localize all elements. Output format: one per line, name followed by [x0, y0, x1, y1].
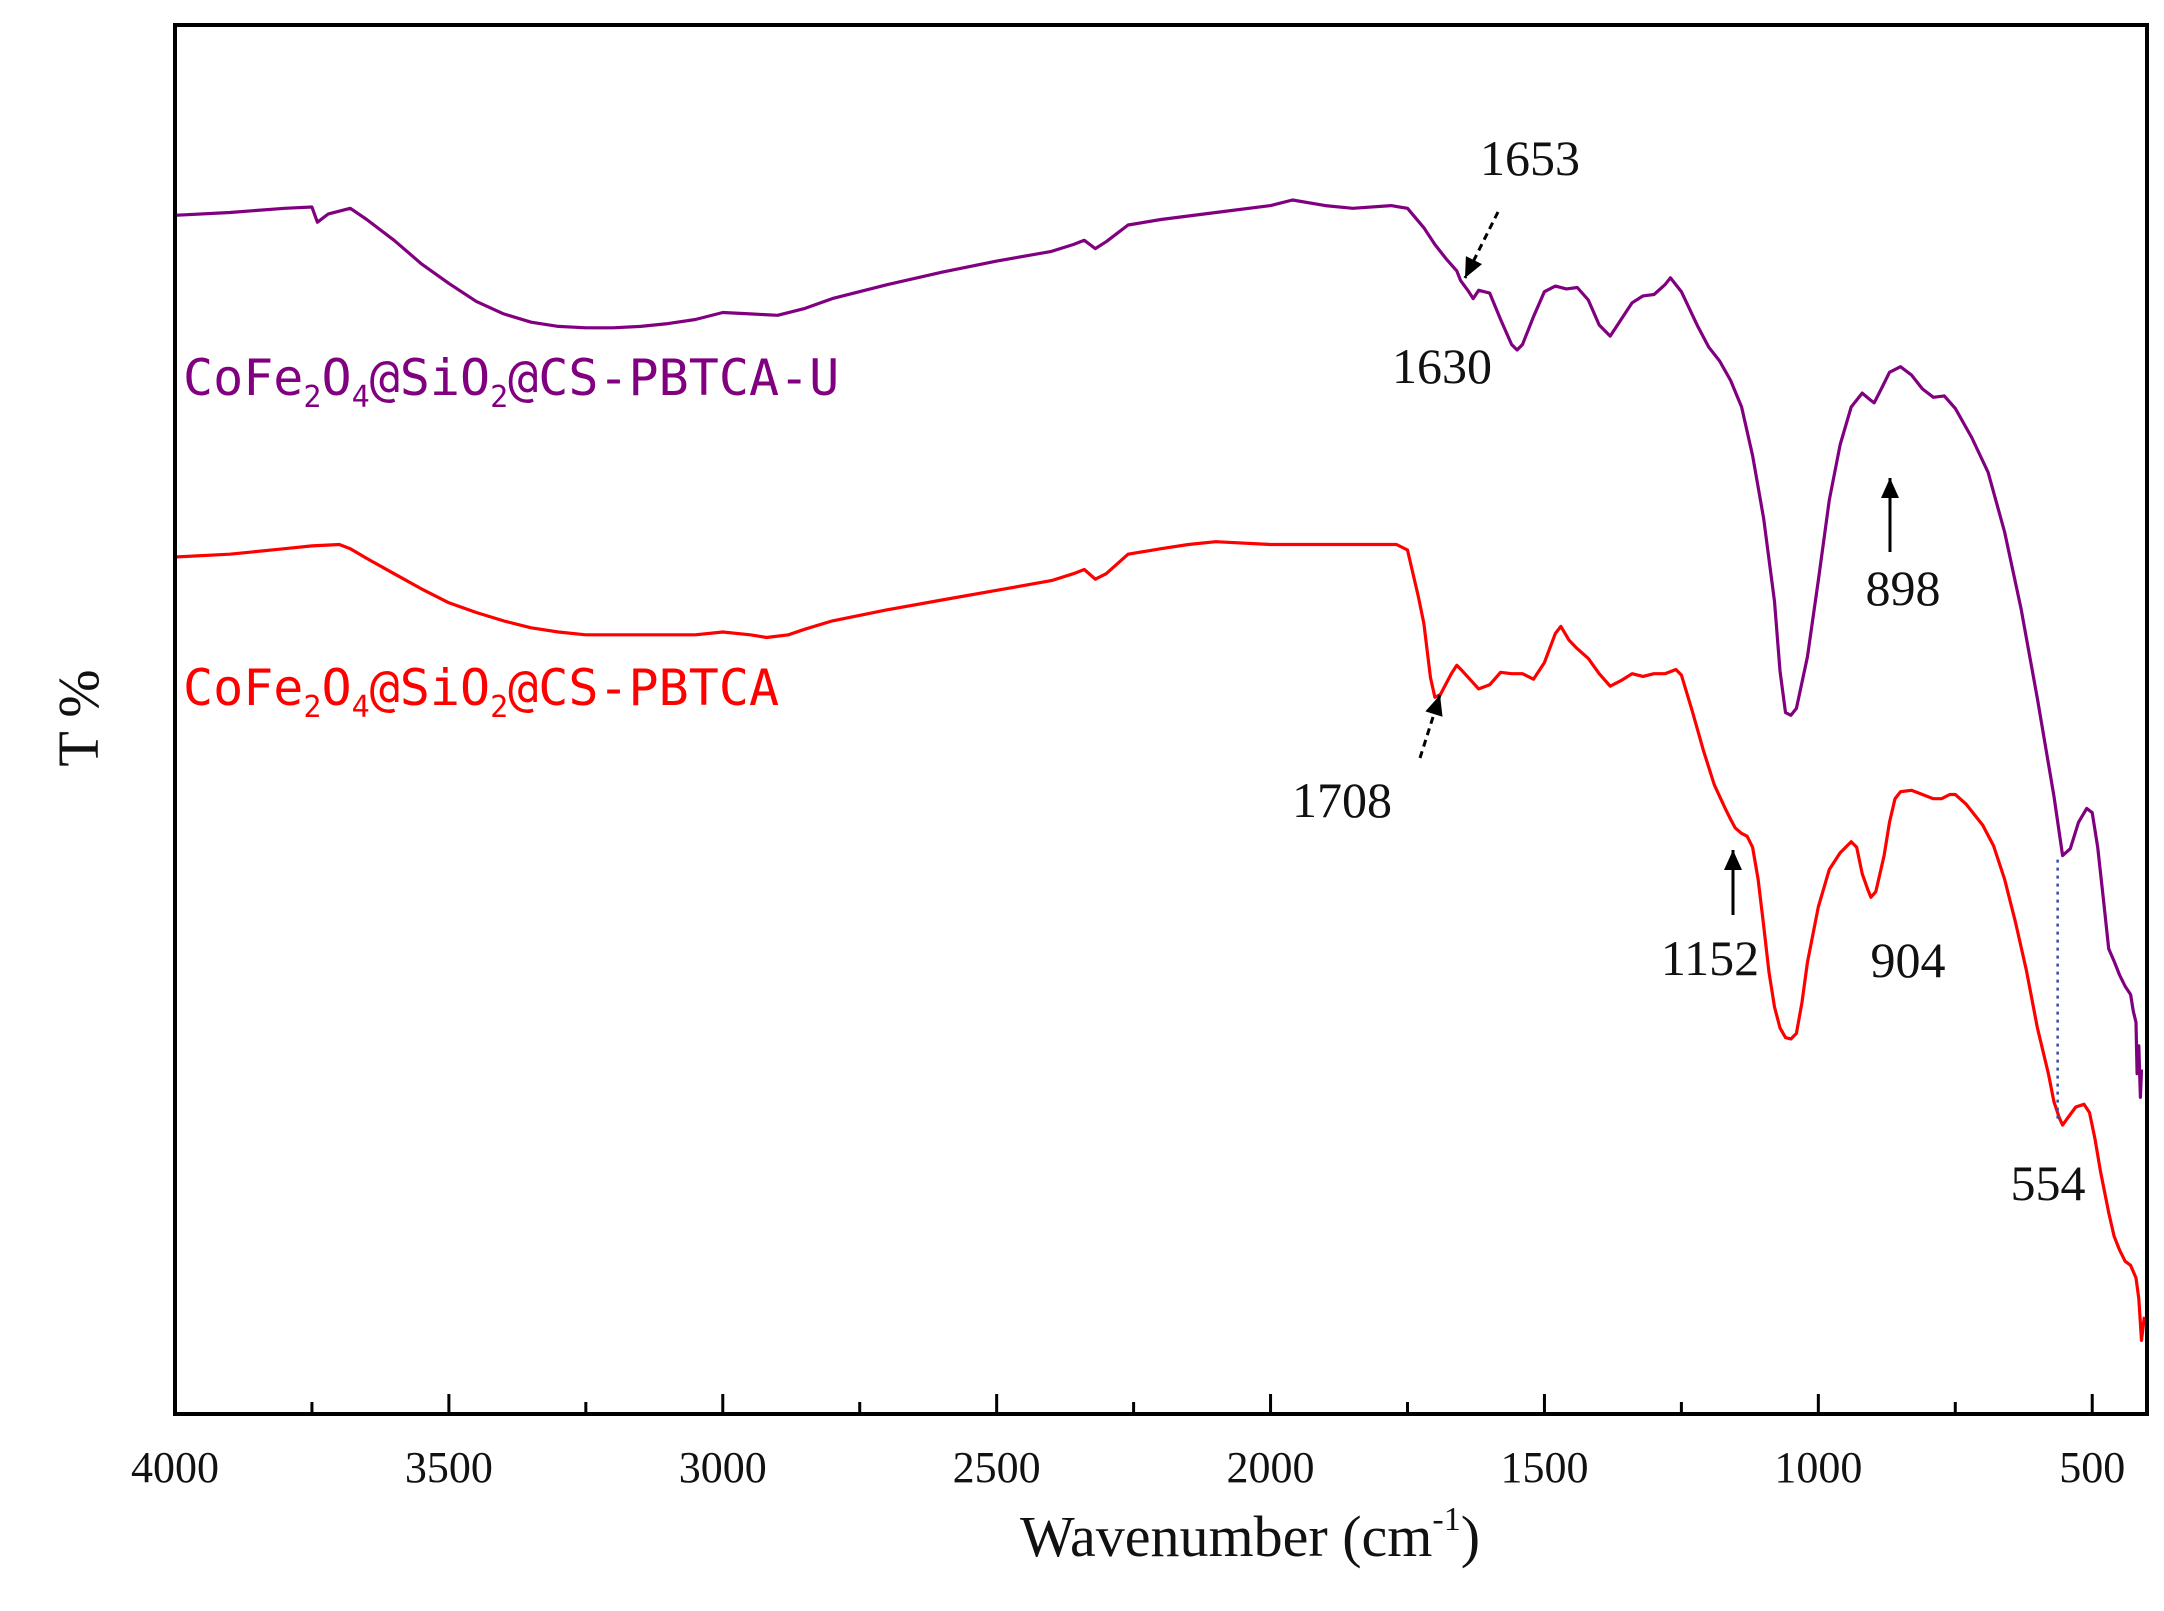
series-label-red: CoFe2O4@SiO2@CS-PBTCA: [183, 659, 779, 725]
x-tick-label: 2500: [953, 1443, 1041, 1492]
peak-label-904: 904: [1871, 932, 1946, 988]
peak-label-1152: 1152: [1661, 930, 1759, 986]
series-label-part: @SiO: [370, 659, 490, 717]
x-axis-title: Wavenumber (cm-1): [1020, 1501, 1480, 1569]
x-tick-label: 500: [2059, 1443, 2125, 1492]
arrow-head: [1425, 695, 1443, 717]
x-tick-label: 1500: [1500, 1443, 1588, 1492]
peak-label-898: 898: [1866, 560, 1941, 616]
series-label-part: @CS-PBTCA-U: [508, 349, 839, 407]
x-tick-label: 3000: [679, 1443, 767, 1492]
series-label-part: 2: [303, 380, 321, 415]
peak-label-1630: 1630: [1392, 338, 1492, 394]
series-label-part: O: [321, 349, 351, 407]
x-axis-title-main: Wavenumber (cm: [1020, 1504, 1432, 1569]
arrow-head: [1724, 850, 1742, 870]
series-label-part: 4: [352, 380, 370, 415]
x-tick-label: 3500: [405, 1443, 493, 1492]
series-label-part: @SiO: [370, 349, 490, 407]
arrow-head: [1465, 256, 1482, 278]
x-axis-ticks: 4000 3500 3000 2500 2000 1500 1000 500: [131, 1394, 2125, 1492]
series-label-part: 2: [490, 690, 508, 725]
y-axis-title: T %: [46, 669, 111, 766]
peak-label-1653: 1653: [1480, 130, 1580, 186]
x-axis-title-close: ): [1461, 1504, 1480, 1569]
series-line-0: [174, 198, 2144, 1099]
x-axis-title-sup: -1: [1432, 1501, 1460, 1538]
x-tick-label: 2000: [1227, 1443, 1315, 1492]
peak-label-554: 554: [2011, 1155, 2086, 1211]
series-label-part: 2: [303, 690, 321, 725]
series-label-part: CoFe: [183, 349, 303, 407]
series-layer: [174, 198, 2146, 1342]
series-label-part: O: [321, 659, 351, 717]
series-label-part: 2: [490, 380, 508, 415]
plot-frame: [173, 23, 2149, 1416]
series-label-part: CoFe: [183, 659, 303, 717]
series-label-part: @CS-PBTCA: [508, 659, 779, 717]
x-tick-label: 1000: [1774, 1443, 1862, 1492]
arrow-head: [1881, 478, 1899, 498]
annotation-layer: 1653 1630 898 1708 1152 904 554: [1292, 130, 2086, 1211]
x-tick-label: 4000: [131, 1443, 219, 1492]
series-line-1: [174, 540, 2146, 1342]
series-label-part: 4: [352, 690, 370, 725]
series-label-purple: CoFe2O4@SiO2@CS-PBTCA-U: [183, 349, 839, 415]
peak-label-1708: 1708: [1292, 772, 1392, 828]
